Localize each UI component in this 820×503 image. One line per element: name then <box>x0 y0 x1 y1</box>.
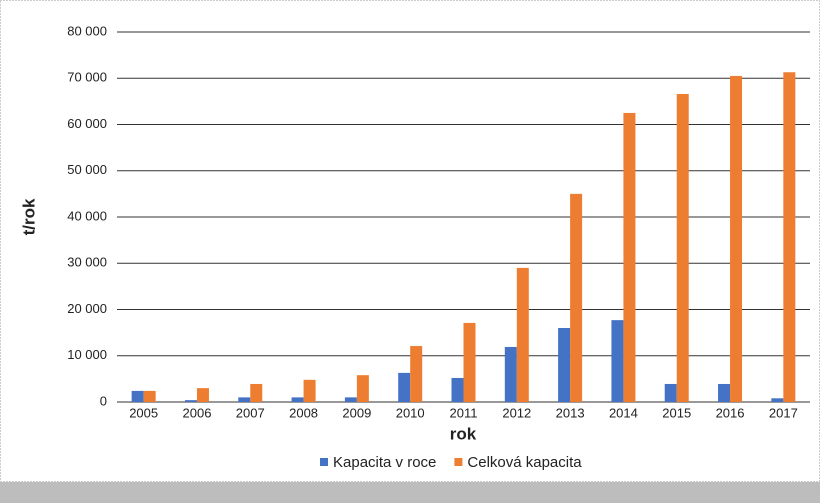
bar <box>783 72 796 403</box>
y-tick-label: 10 000 <box>67 347 107 362</box>
x-tick-label: 2010 <box>396 405 425 420</box>
bar <box>570 193 583 402</box>
bar <box>718 383 731 402</box>
x-tick-label: 2009 <box>342 405 371 420</box>
x-tick-label: 2007 <box>236 405 265 420</box>
y-tick-label: 80 000 <box>67 23 107 38</box>
x-tick-label: 2008 <box>289 405 318 420</box>
bar <box>238 397 251 402</box>
bar <box>344 397 357 402</box>
x-tick-label: 2013 <box>556 405 585 420</box>
bar <box>676 93 689 402</box>
x-tick-label: 2014 <box>609 405 638 420</box>
bar <box>623 112 636 402</box>
bar <box>771 398 784 402</box>
bar <box>356 375 369 402</box>
bar <box>451 377 464 402</box>
bar <box>131 390 144 402</box>
x-tick-label: 2015 <box>662 405 691 420</box>
bar <box>558 328 571 402</box>
y-tick-label: 20 000 <box>67 301 107 316</box>
legend-text: Kapacita v roce <box>333 454 436 471</box>
bar <box>611 320 624 402</box>
bar <box>196 388 209 402</box>
y-tick-label: 50 000 <box>67 162 107 177</box>
bar <box>303 379 316 402</box>
y-tick-label: 0 <box>100 393 107 408</box>
x-tick-label: 2005 <box>129 405 158 420</box>
x-tick-label: 2017 <box>769 405 798 420</box>
bar <box>410 346 423 402</box>
y-tick-label: 30 000 <box>67 255 107 270</box>
bar <box>250 383 263 402</box>
bar <box>664 383 677 402</box>
y-tick-label: 40 000 <box>67 208 107 223</box>
footer-band <box>0 482 820 503</box>
bar <box>184 400 197 402</box>
y-tick-label: 60 000 <box>67 116 107 131</box>
bar <box>516 267 529 402</box>
x-tick-label: 2006 <box>183 405 212 420</box>
bar <box>730 75 743 402</box>
legend-swatch <box>454 458 463 466</box>
x-tick-label: 2011 <box>450 405 478 420</box>
bar <box>398 372 411 402</box>
x-tick-label: 2016 <box>716 405 745 420</box>
x-tick-label: 2012 <box>502 405 531 420</box>
y-axis-title: t/rok <box>19 198 38 235</box>
y-tick-label: 70 000 <box>67 70 107 85</box>
bar <box>291 397 304 402</box>
bar <box>504 346 517 402</box>
bar <box>463 322 476 402</box>
legend-text: Celková kapacita <box>467 454 582 471</box>
x-axis-title: rok <box>450 424 477 443</box>
bar <box>143 390 156 402</box>
legend-swatch <box>320 458 328 466</box>
